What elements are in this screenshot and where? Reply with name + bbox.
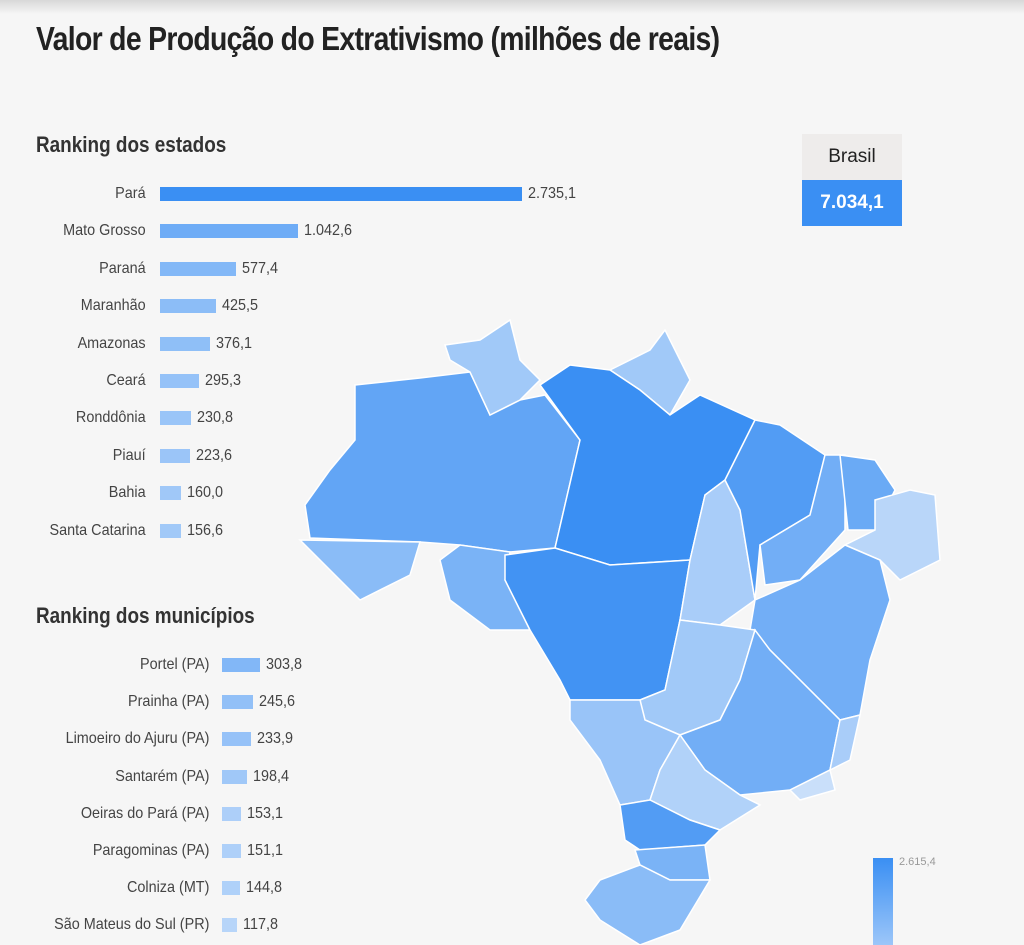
bar-row: Bahia 160,0 bbox=[0, 483, 227, 503]
bar-row: Santarém (PA) 198,4 bbox=[0, 767, 293, 787]
bar-value-label: 245,6 bbox=[258, 693, 295, 711]
bar bbox=[222, 732, 252, 747]
bar-row: Ronddônia 230,8 bbox=[0, 408, 237, 428]
page-title: Valor de Produção do Extrativismo (milhõ… bbox=[36, 20, 720, 57]
state-mato-grosso[interactable] bbox=[504, 547, 691, 701]
state-amazonas[interactable] bbox=[304, 371, 581, 553]
bar-label: Oeiras do Pará (PA) bbox=[80, 804, 210, 822]
bar-value-label: 117,8 bbox=[242, 916, 278, 934]
bar-value-label: 230,8 bbox=[196, 409, 233, 427]
bar-row: Mato Grosso 1.042,6 bbox=[0, 221, 357, 241]
state-nordeste-leste[interactable] bbox=[843, 489, 941, 581]
bar-row: Amazonas 376,1 bbox=[0, 334, 256, 354]
municipalities-ranking-title: Ranking dos municípios bbox=[36, 603, 255, 628]
bar-value-label: 160,0 bbox=[187, 484, 224, 502]
bar bbox=[222, 806, 242, 821]
legend-max-label: 2.615,4 bbox=[899, 856, 936, 868]
brasil-label: Brasil bbox=[802, 134, 902, 180]
bar-label: Paraná bbox=[99, 259, 146, 277]
bar bbox=[160, 486, 182, 501]
bar-value-label: 144,8 bbox=[246, 879, 283, 897]
bar bbox=[160, 523, 181, 538]
bar bbox=[222, 918, 237, 933]
top-bar bbox=[0, 0, 1024, 14]
brasil-total-box: Brasil 7.034,1 bbox=[802, 134, 902, 226]
bar bbox=[222, 695, 253, 710]
bar bbox=[160, 448, 190, 463]
bar-row: Piauí 223,6 bbox=[0, 446, 236, 466]
bar-label: Maranhão bbox=[80, 297, 146, 315]
bar-label: Ronddônia bbox=[75, 409, 146, 427]
bar-value-label: 223,6 bbox=[195, 446, 232, 464]
bar bbox=[160, 336, 210, 351]
bar-label: Santa Catarina bbox=[49, 521, 146, 539]
bar bbox=[160, 187, 522, 201]
bar-row: Paragominas (PA) 151,1 bbox=[0, 841, 287, 861]
bar-value-label: 233,9 bbox=[257, 730, 294, 748]
brasil-value: 7.034,1 bbox=[802, 180, 902, 226]
bar-value-label: 151,1 bbox=[246, 842, 283, 859]
state-espirito-santo[interactable] bbox=[828, 713, 861, 772]
bar-value-label: 303,8 bbox=[265, 656, 303, 673]
bar-value-label: 376,1 bbox=[215, 334, 252, 352]
bar-row: Maranhão 425,5 bbox=[0, 296, 262, 316]
bar-row: Oeiras do Pará (PA) 153,1 bbox=[0, 804, 287, 824]
bar-row: Santa Catarina 156,6 bbox=[0, 521, 227, 541]
bar-value-label: 577,4 bbox=[242, 259, 279, 277]
bar-label: São Mateus do Sul (PR) bbox=[54, 916, 210, 934]
bar bbox=[160, 261, 237, 276]
bar bbox=[222, 658, 260, 672]
bar-value-label: 156,6 bbox=[186, 521, 223, 539]
bar-label: Amazonas bbox=[77, 334, 146, 352]
states-ranking-title: Ranking dos estados bbox=[36, 132, 227, 157]
bar-label: Santarém (PA) bbox=[115, 767, 210, 785]
bar-label: Piauí bbox=[112, 446, 146, 464]
bar-row: São Mateus do Sul (PR) 117,8 bbox=[0, 915, 282, 935]
bar-label: Colniza (MT) bbox=[126, 879, 210, 897]
bar-value-label: 1.042,6 bbox=[303, 222, 352, 240]
bar-label: Pará bbox=[115, 185, 146, 202]
bar bbox=[160, 224, 298, 239]
state-rio-de-janeiro[interactable] bbox=[788, 768, 836, 801]
bar-value-label: 198,4 bbox=[252, 767, 289, 785]
bar bbox=[222, 844, 241, 858]
bar-label: Bahia bbox=[108, 484, 146, 502]
bar-row: Paraná 577,4 bbox=[0, 259, 282, 279]
bar bbox=[160, 411, 191, 426]
bar bbox=[222, 769, 247, 784]
bar-label: Paragominas (PA) bbox=[92, 842, 210, 859]
state-rio-grande-do-sul[interactable] bbox=[584, 864, 712, 945]
bar-value-label: 425,5 bbox=[222, 297, 259, 315]
bar bbox=[160, 299, 217, 314]
bar-row: Pará 2.735,1 bbox=[0, 184, 581, 204]
bar-row: Prainha (PA) 245,6 bbox=[0, 692, 299, 712]
bar-row: Portel (PA) 303,8 bbox=[0, 655, 306, 675]
bar-row: Limoeiro do Ajuru (PA) 233,9 bbox=[0, 729, 297, 749]
bar-value-label: 295,3 bbox=[205, 372, 242, 389]
bar-label: Prainha (PA) bbox=[128, 693, 210, 711]
bar-row: Ceará 295,3 bbox=[0, 371, 245, 391]
legend-color-scale bbox=[873, 858, 893, 945]
bar-label: Portel (PA) bbox=[140, 656, 210, 673]
state-acre[interactable] bbox=[298, 539, 422, 601]
bar-label: Mato Grosso bbox=[63, 222, 146, 240]
state-roraima[interactable] bbox=[444, 318, 542, 417]
bar-label: Ceará bbox=[106, 372, 146, 389]
bar-value-label: 2.735,1 bbox=[527, 185, 576, 202]
bar bbox=[160, 374, 200, 388]
bar-value-label: 153,1 bbox=[247, 804, 284, 822]
bar-label: Limoeiro do Ajuru (PA) bbox=[65, 730, 210, 748]
bar bbox=[222, 881, 241, 896]
bar-row: Colniza (MT) 144,8 bbox=[0, 878, 286, 898]
state-parana[interactable] bbox=[619, 799, 722, 851]
